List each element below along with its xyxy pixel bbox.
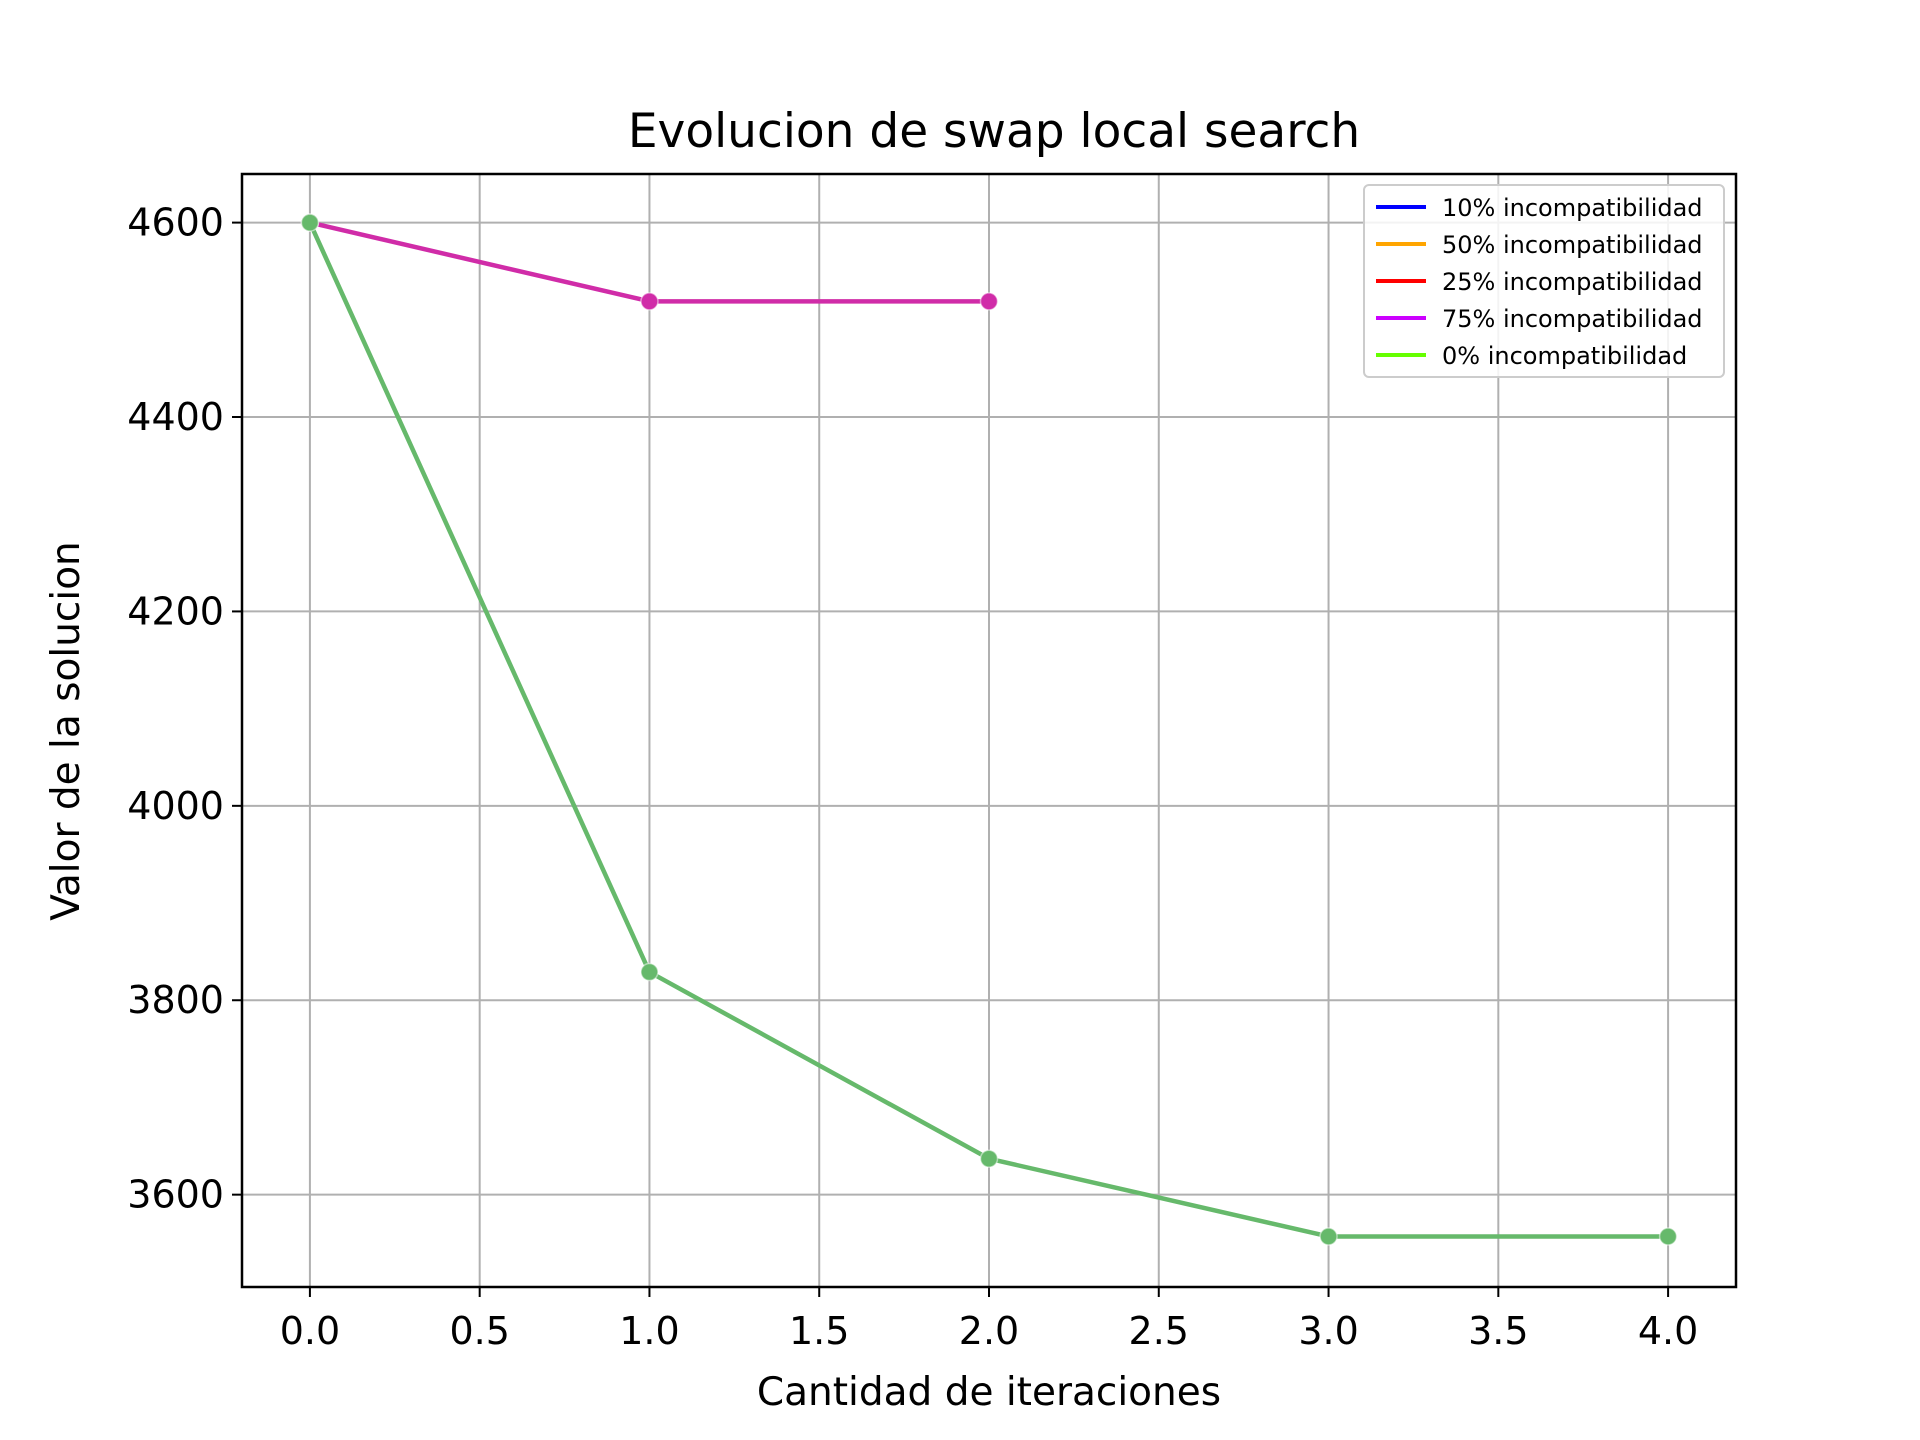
grid bbox=[242, 174, 1736, 1287]
x-tick-label: 1.5 bbox=[789, 1309, 849, 1353]
y-tick-label: 3800 bbox=[127, 978, 224, 1022]
data-point-0-incompatibilidad bbox=[640, 962, 659, 982]
x-tick-label: 3.0 bbox=[1298, 1309, 1358, 1353]
legend-label: 0% incompatibilidad bbox=[1442, 342, 1687, 370]
data-point-0-incompatibilidad bbox=[300, 213, 320, 232]
legend-label: 25% incompatibilidad bbox=[1442, 268, 1703, 296]
y-axis-label: Valor de la solucion bbox=[44, 541, 89, 921]
legend-box bbox=[1363, 184, 1725, 378]
chart-title: Evolucion de swap local search bbox=[628, 104, 1360, 159]
y-tick-label: 4400 bbox=[127, 395, 224, 439]
legend-label: 50% incompatibilidad bbox=[1442, 231, 1703, 259]
x-axis-label: Cantidad de iteraciones bbox=[757, 1370, 1221, 1415]
x-tick-label: 2.0 bbox=[959, 1309, 1019, 1353]
x-tick-label: 2.5 bbox=[1129, 1309, 1189, 1353]
x-tick-label: 4.0 bbox=[1638, 1309, 1698, 1353]
y-tick-label: 4600 bbox=[127, 201, 224, 245]
data-point-0-incompatibilidad bbox=[1658, 1227, 1678, 1246]
y-tick-label: 3600 bbox=[127, 1173, 224, 1217]
series-layer bbox=[300, 213, 1678, 1246]
legend-label: 75% incompatibilidad bbox=[1442, 305, 1703, 333]
x-tick-label: 1.0 bbox=[619, 1309, 679, 1353]
x-tick-label: 0.0 bbox=[280, 1309, 340, 1353]
legend-label: 10% incompatibilidad bbox=[1442, 194, 1703, 222]
legend: 10% incompatibilidad 50% incompatibilidad… bbox=[1363, 184, 1725, 378]
axis-ticks: 0.0 0.5 1.0 1.5 2.0 2.5 3.0 3.5 4.0 3600 3800 4000 4… bbox=[127, 201, 1698, 1353]
data-point-75-incompatibilidad bbox=[979, 292, 999, 311]
data-point-0-incompatibilidad bbox=[1319, 1227, 1338, 1246]
y-tick-label: 4000 bbox=[127, 784, 224, 828]
x-tick-label: 0.5 bbox=[449, 1309, 509, 1353]
data-point-75-incompatibilidad bbox=[640, 292, 659, 311]
x-tick-label: 3.5 bbox=[1468, 1309, 1528, 1353]
y-tick-label: 4200 bbox=[127, 589, 224, 633]
data-point-0-incompatibilidad bbox=[979, 1149, 999, 1168]
